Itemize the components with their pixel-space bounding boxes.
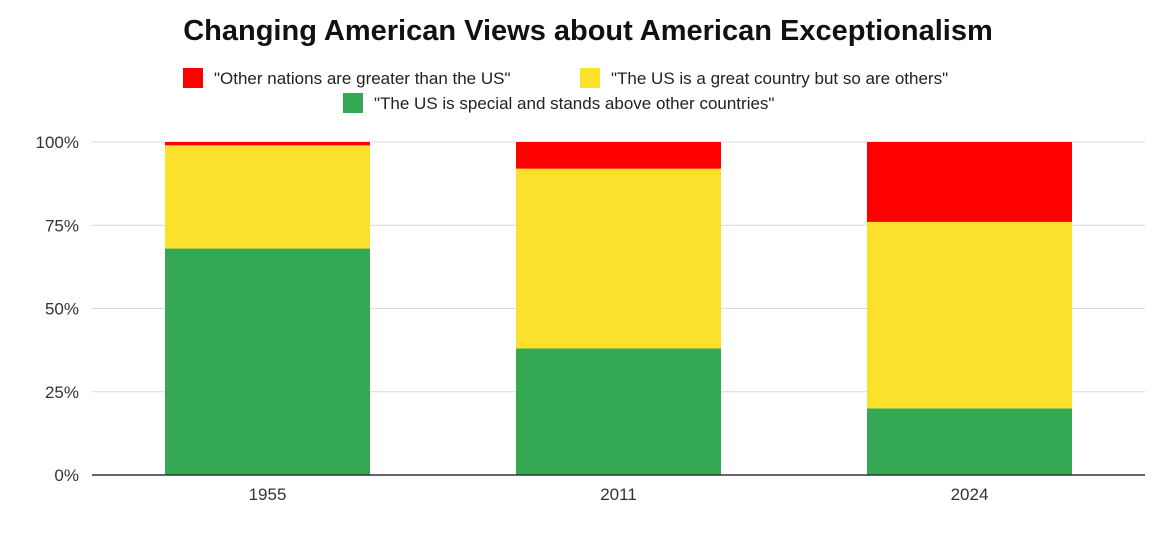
bars — [165, 142, 1072, 475]
chart-legend: "Other nations are greater than the US" … — [183, 68, 948, 113]
y-tick-label: 50% — [45, 300, 79, 319]
bar-segment — [165, 248, 370, 475]
y-tick-label: 100% — [36, 133, 79, 152]
y-axis: 0% 25% 50% 75% 100% — [36, 133, 79, 485]
bar-segment — [867, 408, 1072, 475]
y-tick-label: 0% — [54, 466, 79, 485]
x-axis: 1955 2011 2024 — [92, 474, 1145, 504]
legend-swatch-us-is-special — [343, 93, 363, 113]
legend-label-us-is-special: "The US is special and stands above othe… — [374, 94, 774, 113]
legend-item-great-but-so-are-others: "The US is a great country but so are ot… — [580, 68, 948, 88]
y-tick-label: 25% — [45, 383, 79, 402]
bar-segment — [165, 145, 370, 249]
x-tick-label: 2024 — [951, 485, 989, 504]
chart-title: Changing American Views about American E… — [183, 15, 993, 47]
bar-segment — [867, 221, 1072, 409]
bar-segment — [516, 142, 721, 169]
x-tick-label: 2011 — [600, 485, 637, 504]
y-tick-label: 75% — [45, 216, 79, 235]
legend-swatch-other-nations-greater — [183, 68, 203, 88]
legend-label-great-but-so-are-others: "The US is a great country but so are ot… — [611, 69, 948, 88]
legend-item-other-nations-greater: "Other nations are greater than the US" — [183, 68, 511, 88]
bar-segment — [165, 142, 370, 146]
legend-swatch-great-but-so-are-others — [580, 68, 600, 88]
legend-item-us-is-special: "The US is special and stands above othe… — [343, 93, 774, 113]
bar-segment — [516, 348, 721, 475]
legend-label-other-nations-greater: "Other nations are greater than the US" — [214, 69, 511, 88]
bar-segment — [867, 142, 1072, 222]
x-tick-label: 1955 — [249, 485, 287, 504]
bar-segment — [516, 168, 721, 349]
